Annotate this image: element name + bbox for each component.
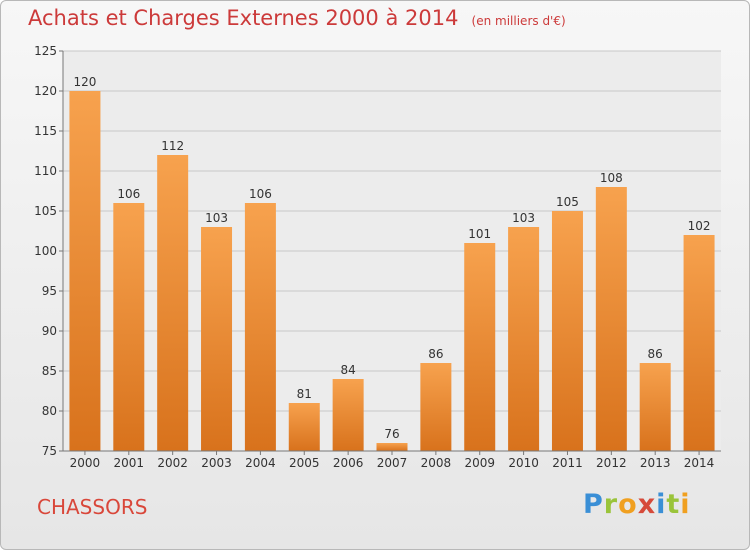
bar-value-label: 84 xyxy=(340,363,355,377)
bar-value-label: 103 xyxy=(512,211,535,225)
y-tick-label: 90 xyxy=(42,324,57,338)
y-tick-label: 125 xyxy=(34,44,57,58)
bar-value-label: 103 xyxy=(205,211,228,225)
bar-value-label: 106 xyxy=(249,187,272,201)
x-tick-label: 2006 xyxy=(333,456,364,470)
x-tick-label: 2000 xyxy=(70,456,101,470)
x-tick-label: 2005 xyxy=(289,456,320,470)
commune-name: CHASSORS xyxy=(37,495,147,519)
proxiti-logo: Proxiti xyxy=(583,489,691,520)
bar-value-label: 106 xyxy=(117,187,140,201)
bar-value-label: 76 xyxy=(384,427,399,441)
y-tick-label: 120 xyxy=(34,84,57,98)
x-tick-label: 2001 xyxy=(114,456,145,470)
x-tick-label: 2009 xyxy=(464,456,495,470)
y-tick-label: 105 xyxy=(34,204,57,218)
bar xyxy=(333,379,364,451)
bar-value-label: 105 xyxy=(556,195,579,209)
y-tick-label: 95 xyxy=(42,284,57,298)
bar-value-label: 108 xyxy=(600,171,623,185)
bar-value-label: 86 xyxy=(648,347,663,361)
bar xyxy=(596,187,627,451)
x-tick-label: 2012 xyxy=(596,456,627,470)
y-tick-label: 110 xyxy=(34,164,57,178)
bar-chart: 120 106 112 103 106 81 84 76 86 101 103 105 108 86 102… xyxy=(1,1,750,550)
x-tick-label: 2011 xyxy=(552,456,583,470)
x-tick-label: 2010 xyxy=(508,456,539,470)
chart-frame: Achats et Charges Externes 2000 à 2014 (… xyxy=(0,0,750,550)
bar xyxy=(69,91,100,451)
x-tick-label: 2008 xyxy=(421,456,452,470)
bar-value-label: 86 xyxy=(428,347,443,361)
bar xyxy=(289,403,320,451)
bar xyxy=(157,155,188,451)
bar xyxy=(377,443,408,451)
bar xyxy=(684,235,715,451)
bar xyxy=(464,243,495,451)
bar xyxy=(201,227,232,451)
bar-value-label: 101 xyxy=(468,227,491,241)
x-tick-label: 2002 xyxy=(157,456,188,470)
x-tick-label: 2013 xyxy=(640,456,671,470)
bar-value-label: 120 xyxy=(73,75,96,89)
x-tick-label: 2014 xyxy=(684,456,715,470)
y-tick-label: 80 xyxy=(42,404,57,418)
bar xyxy=(552,211,583,451)
bar-value-label: 81 xyxy=(297,387,312,401)
y-tick-label: 75 xyxy=(42,444,57,458)
bar xyxy=(508,227,539,451)
bar xyxy=(245,203,276,451)
y-tick-label: 85 xyxy=(42,364,57,378)
bar-value-label: 102 xyxy=(688,219,711,233)
bar xyxy=(640,363,671,451)
x-tick-label: 2004 xyxy=(245,456,276,470)
y-tick-label: 115 xyxy=(34,124,57,138)
x-tick-label: 2003 xyxy=(201,456,232,470)
bar xyxy=(420,363,451,451)
x-tick-label: 2007 xyxy=(377,456,408,470)
bar-value-label: 112 xyxy=(161,139,184,153)
y-tick-label: 100 xyxy=(34,244,57,258)
bar xyxy=(113,203,144,451)
